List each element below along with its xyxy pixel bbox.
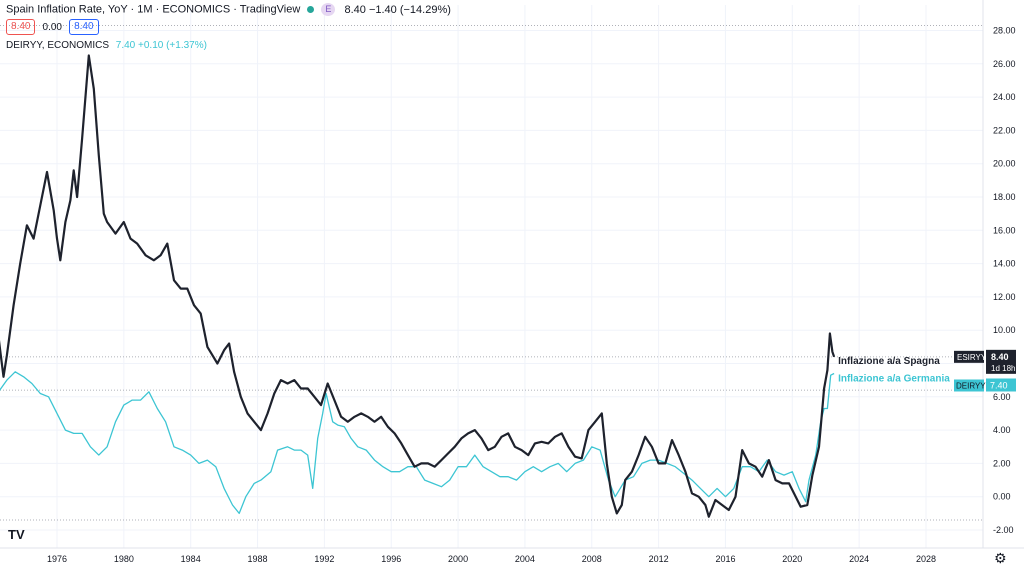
chart-grid xyxy=(0,5,983,548)
y-tick-label: 6.00 xyxy=(993,392,1011,402)
x-tick-label: 2020 xyxy=(782,554,802,564)
events-badge[interactable]: E xyxy=(321,3,336,16)
price-axis[interactable]: 28.00 26.00 24.00 22.00 20.00 18.00 16.00 14.00… xyxy=(982,0,1016,548)
axis-value-germany: 7.40 xyxy=(990,380,1008,390)
axis-label-bg-germany xyxy=(986,378,1016,392)
x-tick-label: 1996 xyxy=(381,554,401,564)
symbol-title[interactable]: Spain Inflation Rate, YoY · 1M · ECONOMI… xyxy=(6,3,301,16)
time-axis[interactable]: 1976 1980 1984 1988 1992 1996 2000 2004 2008 2012… xyxy=(0,547,1024,564)
y-tick-label: 16.00 xyxy=(993,225,1016,235)
reference-lines xyxy=(0,25,983,521)
y-tick-label: 0.00 xyxy=(993,492,1011,502)
series-line-esiryy xyxy=(0,54,836,518)
price-badges: 8.40 0.00 8.40 xyxy=(6,19,99,35)
y-tick-label: -2.00 xyxy=(993,525,1014,535)
comparison-value: 7.40 +0.10 (+1.37%) xyxy=(115,40,207,51)
tag-germany: DEIRYY xyxy=(956,381,986,390)
y-tick-label: 20.00 xyxy=(993,159,1016,169)
x-tick-label: 2028 xyxy=(916,554,936,564)
y-tick-label: 22.00 xyxy=(993,125,1016,135)
x-tick-label: 2004 xyxy=(515,554,535,564)
x-tick-label: 2016 xyxy=(715,554,735,564)
comparison-symbol[interactable]: DEIRYY, ECONOMICS xyxy=(6,40,109,51)
x-tick-label: 1988 xyxy=(248,554,268,564)
series-name-germany: Inflazione a/a Germania xyxy=(838,373,950,384)
buy-price-pill[interactable]: 8.40 xyxy=(69,19,99,35)
gear-icon[interactable]: ⚙ xyxy=(994,550,1007,566)
ohlc-values: 8.40 −1.40 (−14.29%) xyxy=(344,3,451,16)
tag-bg-germany xyxy=(954,379,984,392)
y-tick-label: 4.00 xyxy=(993,425,1011,435)
series-layer xyxy=(0,54,836,518)
axis-value-spain: 8.40 xyxy=(991,352,1009,362)
x-tick-label: 1984 xyxy=(181,554,201,564)
y-tick-label: 28.00 xyxy=(993,26,1016,36)
sell-price-pill[interactable]: 8.40 xyxy=(6,19,36,35)
y-tick-label: 18.00 xyxy=(993,192,1016,202)
comparison-legend: DEIRYY, ECONOMICS 7.40 +0.10 (+1.37%) xyxy=(6,40,207,51)
series-line-deiryy xyxy=(0,371,835,515)
x-tick-label: 2012 xyxy=(649,554,669,564)
y-tick-label: 26.00 xyxy=(993,59,1016,69)
x-tick-label: 1980 xyxy=(114,554,134,564)
y-tick-label: 14.00 xyxy=(993,259,1016,269)
x-tick-label: 2000 xyxy=(448,554,468,564)
y-tick-label: 12.00 xyxy=(993,292,1016,302)
tradingview-logo-icon[interactable]: TV xyxy=(8,527,25,542)
x-tick-label: 1992 xyxy=(314,554,334,564)
x-tick-label: 2008 xyxy=(582,554,602,564)
tag-bg-spain xyxy=(954,350,984,363)
x-tick-label: 1976 xyxy=(47,554,67,564)
chart-header: Spain Inflation Rate, YoY · 1M · ECONOMI… xyxy=(6,3,451,16)
y-tick-label: 24.00 xyxy=(993,92,1016,102)
countdown-label: 1d 18h xyxy=(991,364,1015,373)
spread-value: 0.00 xyxy=(42,21,62,33)
series-labels: Inflazione a/a Spagna Inflazione a/a Germ… xyxy=(838,349,1016,392)
y-tick-label: 10.00 xyxy=(993,325,1016,335)
market-status-dot-icon xyxy=(307,6,315,13)
tag-spain: ESIRYY xyxy=(957,353,987,362)
series-name-spain: Inflazione a/a Spagna xyxy=(838,356,940,367)
x-tick-label: 2024 xyxy=(849,554,869,564)
y-tick-label: 2.00 xyxy=(993,458,1011,468)
axis-label-bg-spain xyxy=(986,349,1016,374)
